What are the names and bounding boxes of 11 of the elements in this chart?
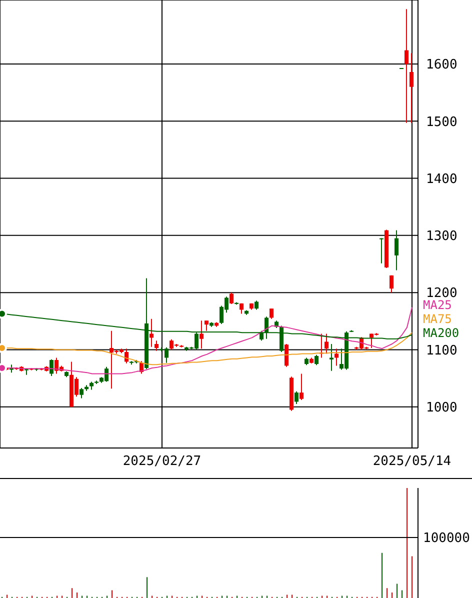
y-tick-label: 1500 bbox=[426, 114, 458, 130]
x-tick-label: 2025/05/14 bbox=[372, 454, 452, 470]
y-tick-label: 1600 bbox=[426, 58, 458, 73]
y-tick-label: 1000 bbox=[426, 400, 458, 416]
y-tick-label: 1300 bbox=[426, 229, 458, 244]
x-tick-label: 2025/02/27 bbox=[122, 454, 202, 470]
y-tick-label: 1100 bbox=[426, 343, 458, 358]
text: 100000 bbox=[423, 531, 470, 546]
y-tick-label: 1400 bbox=[426, 172, 458, 187]
series-label: MA200 bbox=[423, 326, 460, 340]
series-label: MA75 bbox=[423, 312, 453, 326]
